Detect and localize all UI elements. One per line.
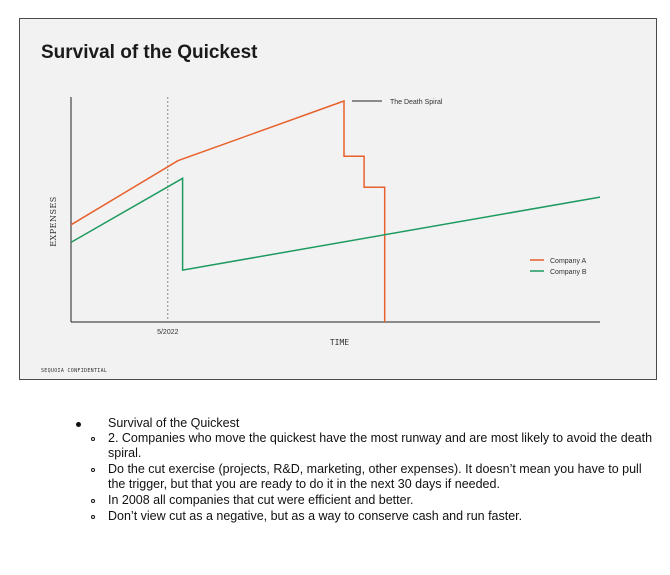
notes-subitem-text: Do the cut exercise (projects, R&D, mark… bbox=[108, 462, 642, 491]
notes-subitem-text: Don’t view cut as a negative, but as a w… bbox=[108, 509, 523, 523]
notes-subitem: Do the cut exercise (projects, R&D, mark… bbox=[72, 462, 657, 492]
legend-label: Company B bbox=[550, 269, 587, 276]
chart-series-layer bbox=[70, 99, 601, 322]
circle-bullet-icon bbox=[91, 437, 95, 441]
chart: 5/2022 TIME EXPENSES The Death Spiral Comp… bbox=[49, 97, 601, 347]
notes-bullet: Survival of the Quickest bbox=[72, 416, 657, 431]
notes-subitem: 2. Companies who move the quickest have … bbox=[72, 431, 657, 461]
notes-subitem-text: 2. Companies who move the quickest have … bbox=[108, 431, 653, 460]
circle-bullet-icon bbox=[91, 499, 95, 503]
notes-subitems: 2. Companies who move the quickest have … bbox=[72, 431, 657, 524]
notes-subitem: In 2008 all companies that cut were effi… bbox=[72, 493, 657, 508]
bullet-dot-icon bbox=[76, 422, 81, 427]
chart-axes: 5/2022 TIME EXPENSES bbox=[49, 97, 600, 347]
speaker-notes: Survival of the Quickest 2. Companies wh… bbox=[72, 416, 657, 525]
slide-panel: Survival of the Quickest 5/2022 TIME EXPEN… bbox=[19, 18, 657, 380]
series-line-company-b bbox=[70, 177, 601, 271]
notes-subitem: Don’t view cut as a negative, but as a w… bbox=[72, 509, 657, 524]
notes-subitem-text: In 2008 all companies that cut were effi… bbox=[108, 493, 414, 507]
y-axis-label: EXPENSES bbox=[49, 196, 58, 247]
series-line-company-a bbox=[70, 99, 386, 322]
annotation-label: The Death Spiral bbox=[390, 99, 443, 106]
legend-label: Company A bbox=[550, 258, 587, 265]
slide-title: Survival of the Quickest bbox=[41, 42, 258, 63]
chart-annotations: The Death Spiral bbox=[351, 99, 443, 106]
x-tick-label: 5/2022 bbox=[157, 329, 179, 336]
notes-bullet-text: Survival of the Quickest bbox=[108, 416, 240, 430]
x-axis-label: TIME bbox=[330, 338, 349, 347]
confidential-label: SEQUOIA CONFIDENTIAL bbox=[41, 368, 108, 374]
chart-legend: Company A Company B bbox=[530, 258, 587, 276]
circle-bullet-icon bbox=[91, 468, 95, 472]
circle-bullet-icon bbox=[91, 515, 95, 519]
